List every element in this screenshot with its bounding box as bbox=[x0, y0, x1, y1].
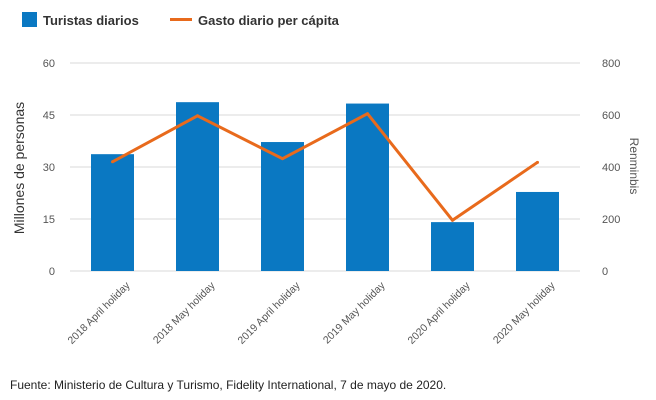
y-axis-right: 0 200 400 600 800 bbox=[602, 58, 620, 278]
y-tick-label-right: 600 bbox=[602, 110, 620, 122]
line-series bbox=[111, 112, 539, 222]
x-tick-label: 2019 May holiday bbox=[321, 279, 388, 346]
gridlines bbox=[70, 62, 580, 272]
bar bbox=[346, 103, 389, 271]
y-tick-label-left: 45 bbox=[43, 110, 55, 122]
x-tick-label: 2019 April holiday bbox=[236, 279, 304, 347]
source-note: Fuente: Ministerio de Cultura y Turismo,… bbox=[10, 378, 446, 392]
bar bbox=[91, 154, 134, 271]
line-series-path bbox=[111, 112, 539, 222]
bar bbox=[431, 222, 474, 271]
legend-label-line: Gasto diario per cápita bbox=[198, 13, 340, 28]
y-axis-title-right: Renminbis bbox=[627, 138, 641, 195]
bar bbox=[261, 142, 304, 271]
line-point bbox=[281, 157, 284, 161]
legend: Turistas diarios Gasto diario per cápita bbox=[22, 12, 340, 28]
y-tick-label-left: 15 bbox=[43, 214, 55, 226]
x-tick-label: 2020 May holiday bbox=[491, 279, 558, 346]
y-tick-label-right: 800 bbox=[602, 58, 620, 70]
bars bbox=[91, 102, 559, 271]
y-tick-label-left: 60 bbox=[43, 58, 55, 70]
bar bbox=[176, 102, 219, 271]
y-tick-label-right: 200 bbox=[602, 214, 620, 226]
legend-label-bar: Turistas diarios bbox=[43, 13, 139, 28]
x-axis: 2018 April holiday 2018 May holiday 2019 A… bbox=[66, 279, 559, 347]
y-axis-left: 0 15 30 45 60 bbox=[43, 58, 55, 278]
y-tick-label-right: 400 bbox=[602, 162, 620, 174]
bar bbox=[516, 191, 559, 271]
line-point bbox=[536, 160, 539, 164]
line-point bbox=[366, 112, 369, 116]
y-tick-label-right: 0 bbox=[602, 266, 608, 278]
line-point bbox=[111, 160, 114, 164]
line-point bbox=[196, 114, 199, 118]
x-tick-label: 2020 April holiday bbox=[406, 279, 474, 347]
y-tick-label-left: 30 bbox=[43, 162, 55, 174]
x-tick-label: 2018 May holiday bbox=[151, 279, 218, 346]
line-point bbox=[451, 218, 454, 222]
y-tick-label-left: 0 bbox=[49, 266, 55, 278]
y-axis-title-left: Millones de personas bbox=[11, 102, 27, 234]
x-tick-label: 2018 April holiday bbox=[66, 279, 134, 347]
legend-swatch-bar bbox=[22, 12, 37, 27]
